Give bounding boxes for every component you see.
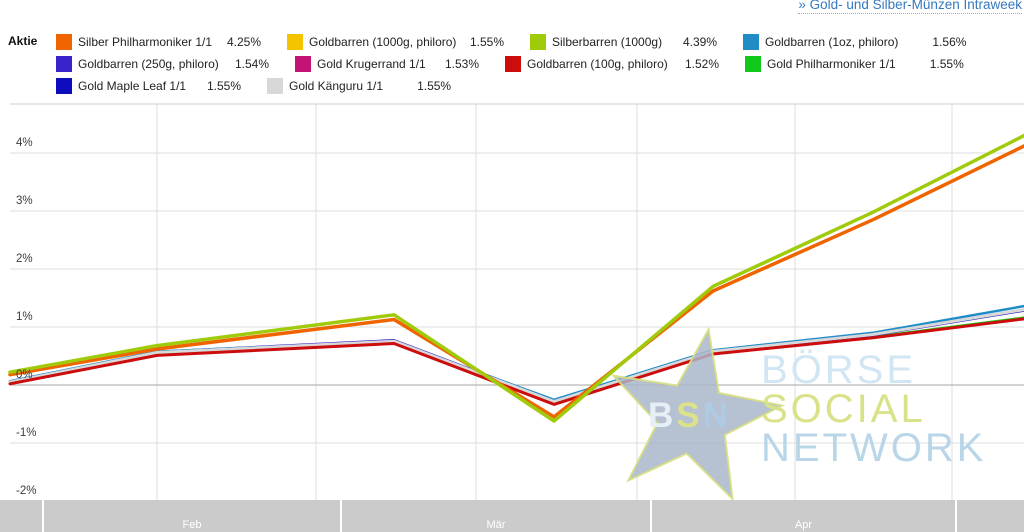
legend-swatch-icon [505, 56, 521, 72]
legend-item-change: 1.55% [929, 57, 964, 71]
legend-swatch-icon [56, 34, 72, 50]
y-axis-label: 3% [16, 195, 33, 207]
legend-rows: Silber Philharmoniker 1/1 4.25% Goldbarren… [0, 31, 1010, 97]
y-axis-label: -2% [16, 485, 37, 497]
legend-title: Aktie [8, 34, 38, 48]
y-axis-label: 0% [16, 369, 33, 381]
legend-item[interactable]: Gold Maple Leaf 1/1 1.55% [56, 75, 267, 97]
legend-item[interactable]: Goldbarren (250g, philoro) 1.54% [56, 53, 295, 75]
legend-item[interactable]: Gold Krugerrand 1/1 1.53% [295, 53, 505, 75]
legend-item[interactable]: Goldbarren (1oz, philoro) 1.56% [743, 31, 966, 53]
legend-item-change: 1.53% [444, 57, 479, 71]
legend-item-change: 1.55% [206, 79, 241, 93]
legend-swatch-icon [56, 78, 72, 94]
chart-legend: Aktie Silber Philharmoniker 1/1 4.25% Gold… [0, 31, 1010, 97]
legend-swatch-icon [743, 34, 759, 50]
legend-item-change: 1.55% [417, 79, 452, 93]
legend-item-name: Silberbarren (1000g) [552, 35, 663, 49]
legend-item[interactable]: Silber Philharmoniker 1/1 4.25% [56, 31, 287, 53]
x-axis-month-band: Feb Mär Apr [0, 500, 1024, 532]
legend-item-change: 1.55% [469, 35, 504, 49]
legend-item-change: 4.39% [682, 35, 717, 49]
legend-swatch-icon [295, 56, 311, 72]
legend-item-name: Gold Krugerrand 1/1 [317, 57, 426, 71]
legend-item[interactable]: Silberbarren (1000g) 4.39% [530, 31, 743, 53]
legend-item-name: Gold Maple Leaf 1/1 [78, 79, 187, 93]
legend-item[interactable]: Gold Känguru 1/1 1.55% [267, 75, 451, 97]
legend-item-name: Goldbarren (1000g, philoro) [309, 35, 457, 49]
legend-item[interactable]: Goldbarren (1000g, philoro) 1.55% [287, 31, 530, 53]
legend-item-name: Gold Känguru 1/1 [289, 79, 384, 93]
legend-item[interactable]: Gold Philharmoniker 1/1 1.55% [745, 53, 964, 75]
month-segment: Feb [44, 500, 340, 532]
legend-item-name: Goldbarren (250g, philoro) [78, 57, 219, 71]
y-axis-label: -1% [16, 427, 37, 439]
legend-item-change: 4.25% [226, 35, 261, 49]
legend-item-name: Gold Philharmoniker 1/1 [767, 57, 896, 71]
legend-row: Silber Philharmoniker 1/1 4.25% Goldbarren… [0, 31, 1010, 53]
legend-item-name: Silber Philharmoniker 1/1 [78, 35, 213, 49]
month-segment [957, 500, 1024, 532]
series-line [8, 308, 1024, 403]
month-label: Apr [794, 519, 813, 531]
legend-swatch-icon [267, 78, 283, 94]
month-segment: Apr [652, 500, 955, 532]
y-axis-label: 1% [16, 311, 33, 323]
legend-row: Goldbarren (250g, philoro) 1.54% Gold Krug… [0, 53, 1010, 75]
series-line [8, 317, 1024, 406]
month-segment [0, 500, 42, 532]
legend-item-change: 1.56% [932, 35, 967, 49]
month-label: Feb [182, 519, 202, 531]
month-label: Mär [486, 519, 506, 531]
legend-swatch-icon [287, 34, 303, 50]
legend-item-change: 1.54% [234, 57, 269, 71]
legend-item-name: Goldbarren (1oz, philoro) [765, 35, 899, 49]
y-axis-label: 4% [16, 137, 33, 149]
legend-swatch-icon [745, 56, 761, 72]
legend-item-name: Goldbarren (100g, philoro) [527, 57, 668, 71]
legend-swatch-icon [530, 34, 546, 50]
legend-item[interactable]: Goldbarren (100g, philoro) 1.52% [505, 53, 745, 75]
legend-item-change: 1.52% [684, 57, 719, 71]
month-segment: Mär [342, 500, 650, 532]
intraweek-link[interactable]: » Gold- und Silber-Münzen Intraweek [798, 0, 1022, 14]
y-axis-label: 2% [16, 253, 33, 265]
series-line [8, 144, 1024, 419]
series-line [8, 133, 1024, 423]
legend-row: Gold Maple Leaf 1/1 1.55% Gold Känguru 1/1… [0, 75, 1010, 97]
legend-swatch-icon [56, 56, 72, 72]
